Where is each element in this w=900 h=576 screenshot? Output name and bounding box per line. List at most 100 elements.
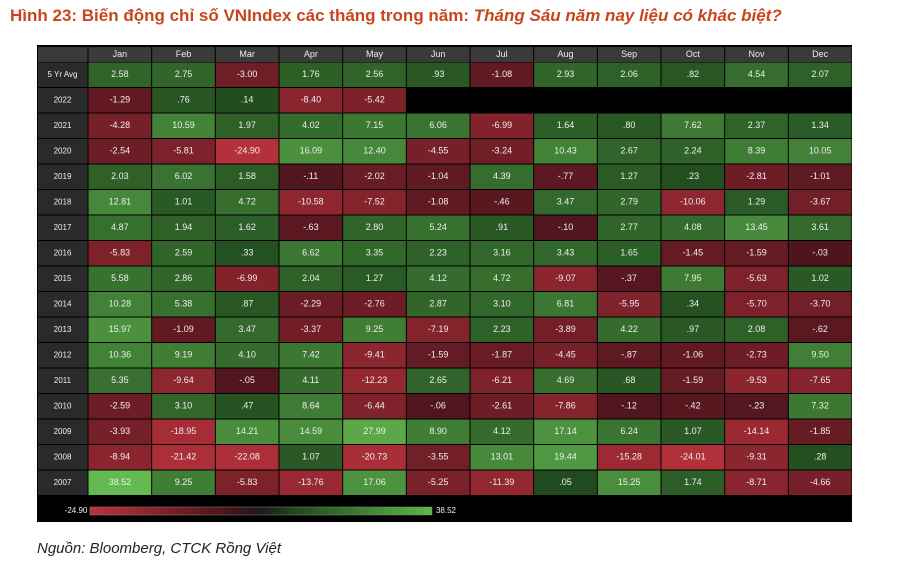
cell (215, 445, 279, 470)
cell-value: .34 (687, 299, 700, 309)
cell-value: -1.59 (428, 350, 449, 360)
column-header: Jun (431, 49, 446, 59)
cell (661, 190, 725, 215)
cell (343, 88, 406, 113)
cell-value: 2.87 (429, 299, 447, 309)
cell (343, 343, 406, 368)
cell-value: -3.67 (810, 197, 831, 207)
cell-value: 4.87 (111, 222, 129, 232)
cell (406, 215, 470, 240)
cell-value: -.05 (239, 375, 255, 385)
column-header-cell (406, 47, 470, 62)
cell-value: -1.59 (746, 248, 767, 258)
cell-value: 2.03 (111, 171, 129, 181)
cell-value: 1.27 (366, 273, 384, 283)
cell-value: .05 (559, 477, 572, 487)
cell (470, 241, 534, 266)
row-header-cell (38, 62, 88, 87)
cell (725, 190, 788, 215)
cell-value: -12.23 (362, 375, 388, 385)
cell (788, 394, 852, 419)
cell-value: 8.90 (429, 426, 447, 436)
cell-value: 8.64 (302, 401, 320, 411)
cell-value: -3.70 (810, 299, 831, 309)
cell (470, 470, 534, 495)
cell (279, 317, 343, 342)
cell (279, 292, 343, 317)
cell (343, 419, 406, 444)
cell-value: .47 (241, 401, 254, 411)
cell-value: 6.24 (620, 426, 638, 436)
cell (534, 445, 597, 470)
row-header: 2007 (54, 478, 72, 487)
cell (152, 470, 215, 495)
cell (215, 266, 279, 291)
column-header: Oct (686, 49, 701, 59)
cell-value: 3.61 (811, 222, 829, 232)
cell-value: 5.58 (111, 273, 129, 283)
cell (661, 113, 725, 138)
cell (661, 394, 725, 419)
column-header: Sep (621, 49, 637, 59)
cell-value: -2.73 (746, 350, 767, 360)
cell (215, 394, 279, 419)
cell-value: 17.14 (554, 426, 577, 436)
cell (215, 190, 279, 215)
cell (597, 368, 661, 393)
cell (725, 343, 788, 368)
cell-value: -1.45 (683, 248, 704, 258)
column-header-cell (597, 47, 661, 62)
cell (534, 139, 597, 164)
cell-value: 4.54 (748, 69, 766, 79)
column-header: Aug (557, 49, 573, 59)
cell (406, 113, 470, 138)
cell-value: -8.94 (110, 452, 131, 462)
cell-value: 1.07 (684, 426, 702, 436)
cell (788, 419, 852, 444)
cell (152, 368, 215, 393)
cell-value: -1.85 (810, 426, 831, 436)
cell (788, 241, 852, 266)
cell (470, 445, 534, 470)
cell-value: -.23 (749, 401, 765, 411)
title-emphasis: Tháng Sáu năm nay liệu có khác biệt? (473, 6, 782, 25)
cell (661, 62, 725, 87)
row-header-cell (38, 470, 88, 495)
cell-value: 1.74 (684, 477, 702, 487)
cell-value: -7.65 (810, 375, 831, 385)
row-header-cell (38, 241, 88, 266)
cell (152, 343, 215, 368)
column-header: Jul (496, 49, 508, 59)
cell-value: 3.10 (175, 401, 193, 411)
cell (88, 241, 152, 266)
cell (661, 470, 725, 495)
cell (661, 445, 725, 470)
cell-value: 3.16 (493, 248, 511, 258)
cell-value: -3.89 (555, 324, 576, 334)
cell (534, 317, 597, 342)
cell-value: -3.93 (110, 426, 131, 436)
cell (88, 419, 152, 444)
cell (343, 113, 406, 138)
cell-value: -8.71 (746, 477, 767, 487)
cell (470, 113, 534, 138)
cell-value: 1.29 (748, 197, 766, 207)
cell-value: -9.53 (746, 375, 767, 385)
cell-value: -22.08 (234, 452, 260, 462)
cell (534, 419, 597, 444)
cell-value: 19.44 (554, 452, 577, 462)
cell-value: -.42 (685, 401, 701, 411)
column-header: May (366, 49, 384, 59)
cell (597, 470, 661, 495)
cell-value: 7.15 (366, 120, 384, 130)
cell-value: -11.39 (489, 477, 514, 487)
cell-value: -1.08 (492, 69, 513, 79)
cell-value: 4.12 (493, 426, 511, 436)
cell (661, 292, 725, 317)
cell (152, 164, 215, 189)
cell-value: -9.64 (173, 375, 194, 385)
cell-value: 8.39 (748, 146, 766, 156)
cell-value: -5.83 (237, 477, 258, 487)
cell (788, 190, 852, 215)
